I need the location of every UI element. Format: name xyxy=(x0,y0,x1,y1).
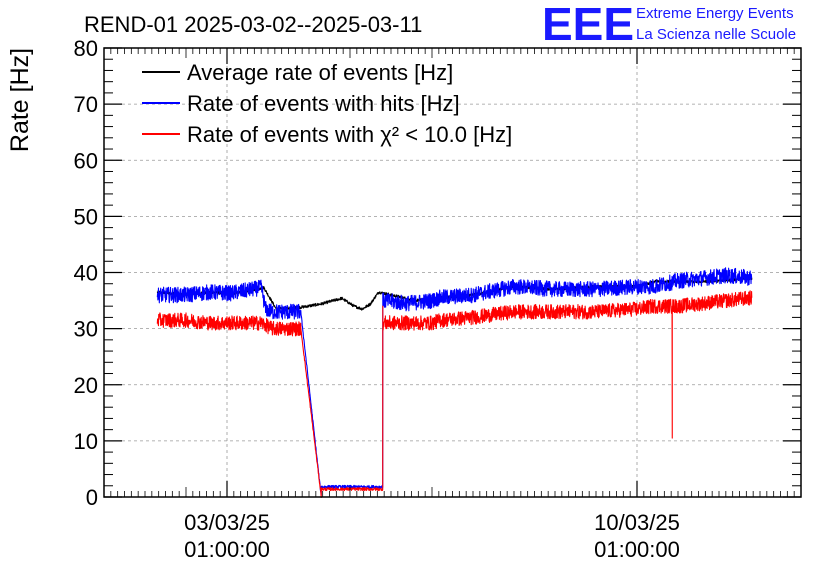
y-axis-label: Rate [Hz] xyxy=(6,48,34,152)
grid-lines xyxy=(104,48,801,497)
eee-logo: EEE Extreme Energy Events La Scienza nel… xyxy=(542,0,796,50)
y-tick-label: 30 xyxy=(74,317,98,342)
y-tick-label: 60 xyxy=(74,148,98,173)
axis-ticks xyxy=(103,47,802,498)
eee-logo-mark: EEE xyxy=(542,0,634,50)
y-tick-label: 70 xyxy=(74,92,98,117)
legend-label-0: Average rate of events [Hz] xyxy=(187,60,453,85)
y-tick-label: 80 xyxy=(74,36,98,61)
x-tick-label-time: 01:00:00 xyxy=(184,537,270,562)
y-tick-label: 0 xyxy=(86,485,98,510)
series-line-2 xyxy=(156,290,753,498)
y-tick-label: 50 xyxy=(74,204,98,229)
y-tick-labels: 0 10 20 30 40 50 60 70 80 xyxy=(74,36,98,510)
eee-logo-line2: La Scienza nelle Scuole xyxy=(636,26,796,43)
chart-title: REND-01 2025-03-02--2025-03-11 xyxy=(84,12,422,37)
eee-logo-line1: Extreme Energy Events xyxy=(636,5,794,22)
series-line-1 xyxy=(156,267,753,496)
series-layer xyxy=(156,267,753,498)
x-tick-label-date: 10/03/25 xyxy=(594,510,680,535)
x-tick-label-date: 03/03/25 xyxy=(184,510,270,535)
y-tick-label: 10 xyxy=(74,429,98,454)
y-tick-label: 20 xyxy=(74,373,98,398)
y-tick-label: 40 xyxy=(74,261,98,286)
legend-label-1: Rate of events with hits [Hz] xyxy=(187,91,460,116)
legend: Average rate of events [Hz] Rate of event… xyxy=(142,60,512,147)
x-tick-label-time: 01:00:00 xyxy=(594,537,680,562)
legend-label-2: Rate of events with χ² < 10.0 [Hz] xyxy=(187,122,512,147)
